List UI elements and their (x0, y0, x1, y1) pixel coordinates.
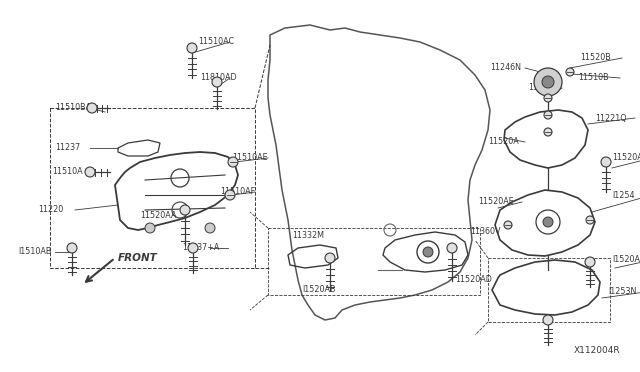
Text: I1520AC: I1520AC (612, 256, 640, 264)
Text: 11510A: 11510A (52, 167, 83, 176)
Text: FRONT: FRONT (118, 253, 157, 263)
Text: 11520A: 11520A (612, 154, 640, 163)
Text: 11237: 11237 (55, 144, 80, 153)
Circle shape (225, 190, 235, 200)
Circle shape (566, 68, 574, 76)
Circle shape (145, 223, 155, 233)
Circle shape (187, 43, 197, 53)
Circle shape (228, 157, 238, 167)
Circle shape (543, 217, 553, 227)
Text: 11520B: 11520B (580, 54, 611, 62)
Circle shape (67, 243, 77, 253)
Circle shape (447, 243, 457, 253)
Circle shape (504, 221, 512, 229)
Text: 11246N: 11246N (490, 64, 521, 73)
Circle shape (585, 257, 595, 267)
Circle shape (586, 216, 594, 224)
Circle shape (534, 68, 562, 96)
Text: I1253N: I1253N (608, 288, 636, 296)
Circle shape (423, 247, 433, 257)
Circle shape (180, 205, 190, 215)
Text: 11510AC: 11510AC (198, 38, 234, 46)
Text: X112004R: X112004R (573, 346, 620, 355)
Circle shape (87, 103, 97, 113)
Text: 11510AE: 11510AE (232, 154, 268, 163)
Text: 11220: 11220 (38, 205, 63, 215)
Text: 11520AD: 11520AD (455, 276, 492, 285)
Circle shape (85, 167, 95, 177)
Circle shape (544, 94, 552, 102)
Text: 11237+A: 11237+A (182, 244, 220, 253)
Text: 11520A: 11520A (488, 138, 519, 147)
Circle shape (325, 253, 335, 263)
Text: I1510AB: I1510AB (18, 247, 51, 257)
Text: 11332M: 11332M (292, 231, 324, 240)
Text: 11360V: 11360V (470, 228, 500, 237)
Text: 11510B: 11510B (528, 83, 559, 93)
Text: 11510AF: 11510AF (220, 187, 255, 196)
Text: 11510BA: 11510BA (55, 103, 91, 112)
Text: I1254: I1254 (612, 190, 634, 199)
Circle shape (205, 223, 215, 233)
Circle shape (542, 76, 554, 88)
Text: I1520AB: I1520AB (302, 285, 335, 295)
Text: 11510B: 11510B (578, 74, 609, 83)
Circle shape (188, 243, 198, 253)
Text: 11810AD: 11810AD (200, 74, 237, 83)
Text: 11221Q: 11221Q (595, 113, 627, 122)
Circle shape (601, 157, 611, 167)
Circle shape (544, 111, 552, 119)
Text: 11520AE: 11520AE (478, 198, 514, 206)
Circle shape (544, 128, 552, 136)
Circle shape (543, 315, 553, 325)
Text: 11520AA: 11520AA (140, 211, 177, 219)
Circle shape (212, 77, 222, 87)
